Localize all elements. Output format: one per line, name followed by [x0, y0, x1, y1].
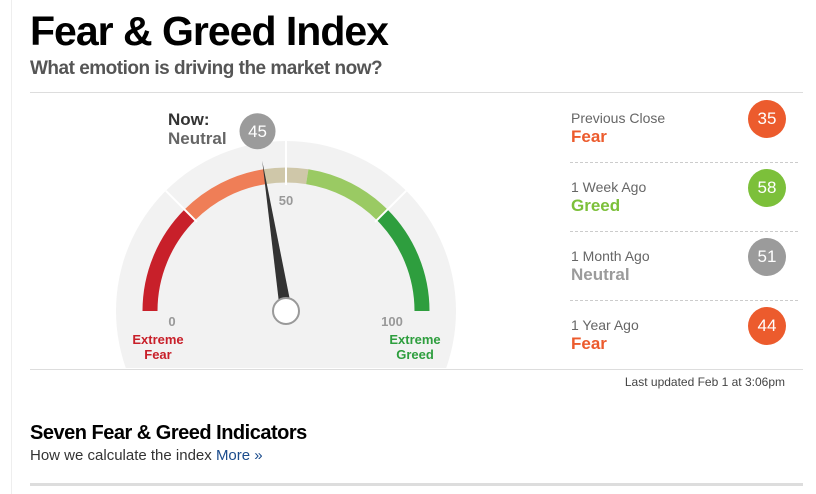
- max-label: Extreme Greed: [389, 332, 441, 362]
- history-label: 1 Week Ago: [571, 179, 647, 195]
- history-rating: Fear: [571, 334, 607, 353]
- gauge-segment: [142, 209, 196, 312]
- border: [11, 0, 12, 494]
- gauge-segment: [305, 169, 388, 221]
- section-title: Seven Fear & Greed Indicators: [30, 422, 307, 444]
- section-text: How we calculate the index More »: [30, 447, 263, 464]
- gauge-segment: [184, 169, 267, 221]
- history-rating: Greed: [571, 196, 621, 215]
- gauge-separator: [165, 190, 198, 223]
- section-desc: How we calculate the index: [30, 447, 212, 464]
- history-row: 1 Week Ago Greed 58: [570, 169, 798, 248]
- gauge-segment: [376, 209, 430, 312]
- gauge-separator: [374, 190, 407, 223]
- last-updated: Last updated Feb 1 at 3:06pm: [624, 375, 785, 389]
- value-text: 45: [248, 122, 267, 141]
- now-rating: Neutral: [168, 129, 227, 148]
- value-bubble: [239, 113, 276, 150]
- history-value: 35: [748, 100, 786, 138]
- history-row: 1 Year Ago Fear 44: [570, 307, 798, 386]
- subtitle: What emotion is driving the market now?: [30, 58, 383, 79]
- tick-label: 50: [279, 193, 293, 208]
- history-rating: Fear: [571, 127, 607, 146]
- divider: [30, 483, 803, 486]
- history-label: 1 Year Ago: [571, 317, 639, 333]
- history-label: 1 Month Ago: [571, 248, 650, 264]
- history-row: 1 Month Ago Neutral 51: [570, 238, 798, 317]
- history-row: Previous Close Fear 35: [570, 100, 798, 179]
- row-divider: [570, 231, 798, 232]
- gauge: 0 50 100 45: [116, 113, 456, 368]
- history-value: 58: [748, 169, 786, 207]
- more-link[interactable]: More »: [215, 447, 263, 464]
- needle: [262, 160, 292, 312]
- tick-label: 0: [168, 314, 175, 329]
- row-divider: [570, 300, 798, 301]
- history-value: 44: [748, 307, 786, 345]
- divider: [30, 92, 803, 93]
- now-label: Now:: [168, 110, 210, 129]
- min-label: Extreme Fear: [132, 332, 184, 362]
- row-divider: [570, 162, 798, 163]
- history-rating: Neutral: [571, 265, 630, 284]
- divider: [30, 369, 803, 370]
- tick-label: 100: [381, 314, 403, 329]
- needle-hub: [272, 297, 300, 325]
- history-value: 51: [748, 238, 786, 276]
- title: Fear & Greed Index: [30, 8, 389, 54]
- history-label: Previous Close: [571, 110, 666, 126]
